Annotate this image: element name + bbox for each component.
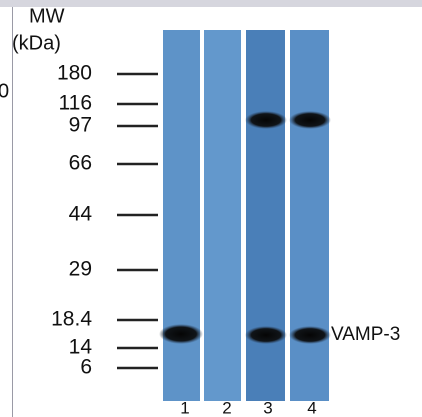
- marker-label: 6: [80, 356, 92, 379]
- band: [289, 326, 331, 344]
- lane: [290, 30, 329, 401]
- band: [159, 324, 203, 344]
- band-label: VAMP-3: [331, 324, 400, 345]
- marker-label: 44: [69, 203, 93, 226]
- band: [245, 111, 287, 129]
- lane: [163, 30, 200, 401]
- mw-title: MW: [29, 5, 65, 27]
- lane-label: 4: [307, 398, 316, 417]
- page: 0 MW (kDa) VAMP-3 1801169766442918.4146 …: [0, 0, 422, 417]
- lane-labels: 1 2 3 4: [180, 398, 316, 417]
- lane: [246, 30, 285, 401]
- lane-label: 2: [222, 398, 231, 417]
- lane-label: 3: [263, 398, 272, 417]
- marker-label: 29: [69, 258, 92, 281]
- mw-unit: (kDa): [12, 32, 61, 54]
- marker-label: 66: [69, 152, 92, 175]
- marker-label: 116: [59, 92, 92, 115]
- lane-label: 1: [180, 398, 189, 417]
- lane: [204, 30, 241, 401]
- marker-label: 180: [57, 62, 92, 85]
- edge-text: 0: [0, 80, 9, 102]
- marker-label: 18.4: [51, 308, 92, 331]
- band: [289, 111, 331, 129]
- band: [245, 326, 287, 344]
- marker-label: 97: [69, 114, 92, 137]
- blot-figure: 0 MW (kDa) VAMP-3 1801169766442918.4146 …: [0, 0, 422, 417]
